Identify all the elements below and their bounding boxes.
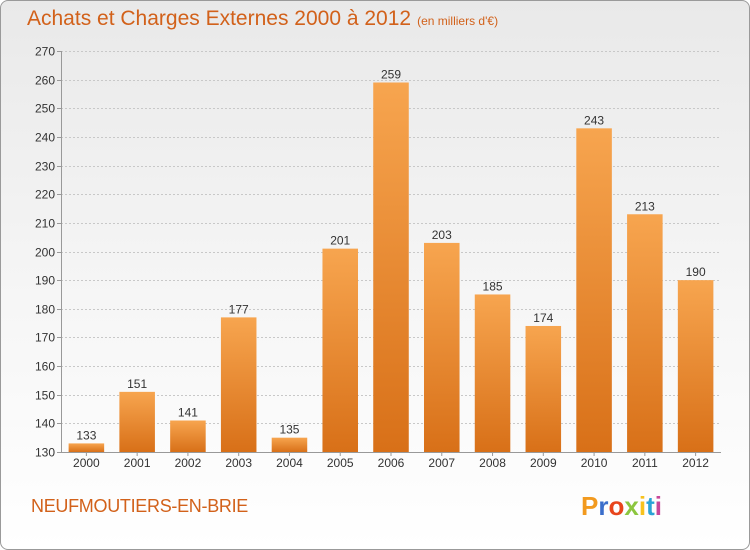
x-tick-label: 2002 <box>175 456 202 470</box>
bar-2009 <box>525 325 562 452</box>
x-tick-label: 2007 <box>428 456 455 470</box>
bar-2002 <box>170 420 206 452</box>
y-tick-labels: 130 140 150 160 170 180 190 200 210 220 230 240 250 2… <box>35 45 55 460</box>
bar-2004 <box>271 437 308 452</box>
x-tick-label: 2004 <box>276 456 303 470</box>
bar-2011 <box>627 214 663 452</box>
data-label: 243 <box>584 113 604 127</box>
bar-2010 <box>576 128 612 452</box>
x-tick-label: 2008 <box>479 456 506 470</box>
bar-2005 <box>322 248 358 452</box>
chart-title-block: Achats et Charges Externes 2000 à 2012 (e… <box>27 7 498 31</box>
bar-2012 <box>677 280 714 452</box>
grid-lines <box>57 51 721 453</box>
logo-letter: P <box>581 491 599 521</box>
data-label: 185 <box>483 279 503 293</box>
data-label: 174 <box>533 311 553 325</box>
y-tick-label: 200 <box>35 246 55 260</box>
data-label: 201 <box>330 234 350 248</box>
x-tick-labels: 2000 2001 2002 2003 2004 2005 2006 2007 2008 2009… <box>73 452 709 470</box>
x-tick-label: 2011 <box>632 456 658 470</box>
logo-letter: i <box>638 491 647 521</box>
proxiti-logo: Proxiti <box>581 491 662 522</box>
y-tick-label: 270 <box>35 45 55 59</box>
bar-2006 <box>373 82 409 452</box>
x-tick-label: 2005 <box>327 456 354 470</box>
data-label: 135 <box>279 423 299 437</box>
data-labels: 133 151 141 177 135 201 259 203 185 174 243 213 190 <box>76 68 706 443</box>
y-tick-label: 220 <box>35 188 55 202</box>
data-label: 133 <box>76 428 96 442</box>
x-tick-label: 2003 <box>225 456 252 470</box>
y-tick-label: 260 <box>35 74 55 88</box>
data-label: 141 <box>178 405 198 419</box>
y-tick-label: 130 <box>35 446 55 460</box>
y-tick-label: 250 <box>35 102 55 116</box>
y-tick-label: 170 <box>35 331 55 345</box>
x-tick-label: 2012 <box>682 456 709 470</box>
y-tick-label: 160 <box>35 360 55 374</box>
logo-letter: t <box>646 491 655 521</box>
bar-2000 <box>68 443 105 452</box>
bar-2007 <box>424 242 460 452</box>
x-tick-label: 2006 <box>378 456 405 470</box>
data-label: 203 <box>432 228 452 242</box>
y-tick-label: 240 <box>35 131 55 145</box>
data-label: 190 <box>686 265 706 279</box>
logo-letter: o <box>608 491 625 521</box>
data-label: 177 <box>229 302 249 316</box>
x-tick-label: 2000 <box>73 456 100 470</box>
y-tick-label: 140 <box>35 417 55 431</box>
logo-letter: i <box>654 491 662 521</box>
data-label: 151 <box>127 377 147 391</box>
x-tick-label: 2010 <box>581 456 608 470</box>
data-label: 259 <box>381 68 401 82</box>
x-tick-label: 2001 <box>124 456 151 470</box>
y-tick-label: 230 <box>35 160 55 174</box>
y-tick-label: 150 <box>35 389 55 403</box>
logo-letter: x <box>624 491 639 521</box>
commune-name: NEUFMOUTIERS-EN-BRIE <box>31 496 249 516</box>
x-tick-label: 2009 <box>530 456 557 470</box>
y-tick-label: 210 <box>35 217 55 231</box>
logo-letter: r <box>598 491 609 521</box>
bars <box>68 82 714 452</box>
bar-2008 <box>474 294 511 452</box>
data-label: 213 <box>635 199 655 213</box>
y-tick-label: 180 <box>35 303 55 317</box>
chart-subtitle: (en milliers d'€) <box>417 14 499 28</box>
chart-title: Achats et Charges Externes 2000 à 2012 <box>27 7 412 30</box>
bar-2001 <box>119 391 155 452</box>
bar-2003 <box>220 317 257 452</box>
y-tick-label: 190 <box>35 274 55 288</box>
